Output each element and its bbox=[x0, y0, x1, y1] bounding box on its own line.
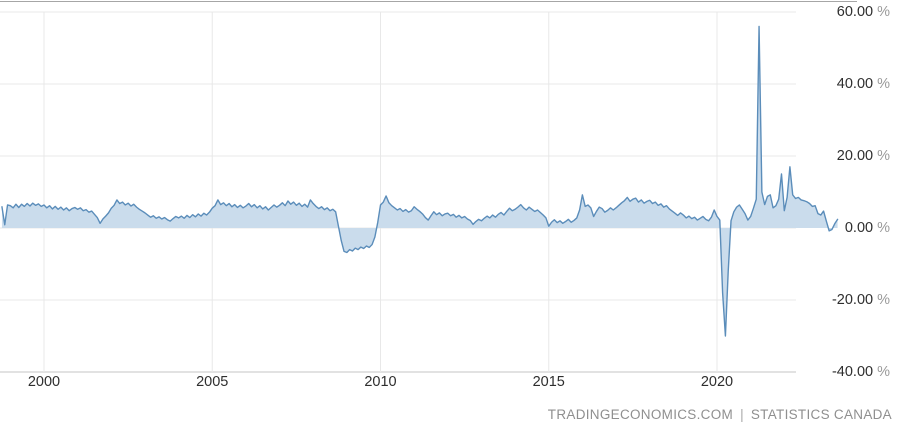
y-axis-label: 40.00% bbox=[837, 75, 890, 93]
y-tick-value: 0.00 bbox=[844, 220, 874, 236]
y-tick-value: 40.00 bbox=[836, 76, 874, 92]
x-axis-label: 2000 bbox=[27, 374, 61, 390]
percent-sign: % bbox=[877, 4, 890, 20]
attribution-separator: | bbox=[740, 407, 744, 422]
y-tick-value: 20.00 bbox=[836, 148, 874, 164]
y-axis-label: -20.00% bbox=[832, 291, 890, 309]
y-tick-value: -20.00 bbox=[831, 292, 874, 308]
attribution-source-primary[interactable]: TRADINGECONOMICS.COM bbox=[547, 407, 734, 422]
x-axis-label: 2005 bbox=[196, 374, 229, 390]
x-axis-label: 2010 bbox=[364, 374, 397, 390]
y-axis-label: 0.00% bbox=[845, 219, 890, 237]
percent-sign: % bbox=[877, 148, 890, 164]
percent-sign: % bbox=[877, 364, 890, 380]
percent-sign: % bbox=[877, 220, 890, 236]
percent-sign: % bbox=[877, 76, 890, 92]
series-line bbox=[1, 25, 839, 337]
y-axis-label: -40.00% bbox=[832, 363, 890, 381]
series-area-fill bbox=[1, 26, 838, 337]
y-axis-label: 20.00% bbox=[837, 147, 890, 165]
x-axis-label: 2015 bbox=[532, 374, 565, 390]
percent-sign: % bbox=[877, 292, 890, 308]
attribution-source-secondary: STATISTICS CANADA bbox=[750, 407, 892, 422]
x-axis-label: 2020 bbox=[700, 374, 734, 390]
y-tick-value: -40.00 bbox=[831, 364, 874, 380]
attribution: TRADINGECONOMICS.COM | STATISTICS CANADA bbox=[548, 407, 892, 422]
y-tick-value: 60.00 bbox=[836, 4, 874, 20]
y-axis-label: 60.00% bbox=[837, 3, 890, 21]
